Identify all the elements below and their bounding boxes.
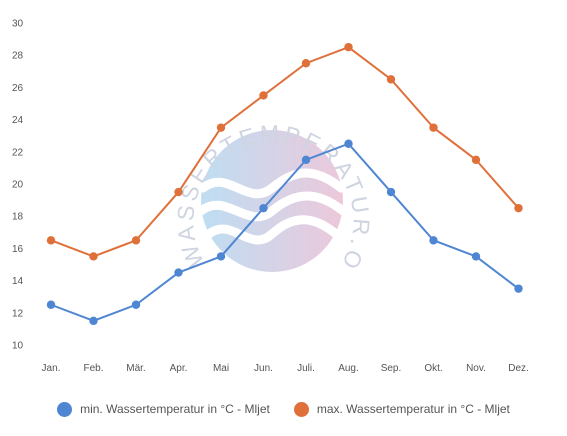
x-tick-label: Dez. xyxy=(508,363,529,374)
data-point xyxy=(429,236,438,245)
legend-marker-max xyxy=(293,401,309,417)
x-tick-label: Nov. xyxy=(466,363,486,374)
data-point xyxy=(131,300,141,309)
data-point xyxy=(344,139,353,148)
x-tick-label: Apr. xyxy=(170,363,188,374)
data-point xyxy=(471,155,481,165)
watermark-wave xyxy=(204,215,341,245)
data-point xyxy=(344,42,353,52)
data-point xyxy=(131,236,141,245)
x-tick-label: Mär. xyxy=(126,363,145,374)
y-tick-label: 26 xyxy=(12,83,24,94)
legend-item-min[interactable]: min. Wassertemperatur in °C - Mljet xyxy=(57,401,270,417)
data-point xyxy=(46,236,56,245)
data-point xyxy=(386,187,396,197)
y-tick-label: 20 xyxy=(12,180,24,191)
data-point xyxy=(514,203,523,213)
x-axis: Jan. Feb. Mär. Apr. Mai Jun. Juli. Aug. Sep. Okt.… xyxy=(42,363,529,374)
y-tick-label: 10 xyxy=(12,341,24,352)
x-tick-label: Jan. xyxy=(42,363,61,374)
data-point xyxy=(429,123,438,132)
legend-label-max: max. Wassertemperatur in °C - Mljet xyxy=(316,402,510,416)
data-point xyxy=(386,75,396,84)
data-point xyxy=(259,203,268,213)
y-tick-label: 16 xyxy=(12,244,24,255)
data-point xyxy=(216,252,226,261)
y-tick-label: 12 xyxy=(12,308,24,319)
y-tick-label: 18 xyxy=(12,212,24,223)
legend-label-min: min. Wassertemperatur in °C - Mljet xyxy=(80,402,270,416)
series-group xyxy=(46,42,523,326)
watermark-wave xyxy=(196,191,348,222)
data-point xyxy=(89,316,98,326)
x-tick-label: Sep. xyxy=(381,363,402,374)
legend-item-max[interactable]: max. Wassertemperatur in °C - Mljet xyxy=(293,401,510,417)
data-point xyxy=(259,91,268,100)
y-tick-label: 28 xyxy=(12,51,24,62)
x-tick-label: Jun. xyxy=(254,363,273,374)
y-axis: 10 12 14 16 18 20 22 24 26 28 30 xyxy=(12,19,24,352)
data-point xyxy=(174,187,183,197)
legend-marker-min xyxy=(57,401,73,417)
data-point xyxy=(514,284,523,293)
data-point xyxy=(301,155,311,165)
watermark-logo: WASSERTEMPERATUR.ORG xyxy=(0,0,371,276)
watermark-wave xyxy=(198,168,346,199)
data-point xyxy=(46,300,56,309)
x-tick-label: Okt. xyxy=(424,363,442,374)
data-point xyxy=(301,59,311,68)
series-line-0 xyxy=(50,142,520,322)
y-tick-label: 22 xyxy=(12,147,24,158)
y-tick-label: 14 xyxy=(12,276,24,287)
data-point xyxy=(174,268,183,277)
x-tick-label: Feb. xyxy=(83,363,103,374)
legend: min. Wassertemperatur in °C - Mljet max.… xyxy=(0,396,567,422)
x-tick-label: Mai xyxy=(213,363,229,374)
y-tick-label: 24 xyxy=(12,115,24,126)
data-point xyxy=(471,252,481,261)
data-point xyxy=(216,123,226,132)
data-point xyxy=(89,252,98,261)
x-tick-label: Aug. xyxy=(338,363,359,374)
x-tick-label: Juli. xyxy=(297,363,315,374)
series-line-1 xyxy=(50,46,520,258)
y-tick-label: 30 xyxy=(12,19,24,30)
